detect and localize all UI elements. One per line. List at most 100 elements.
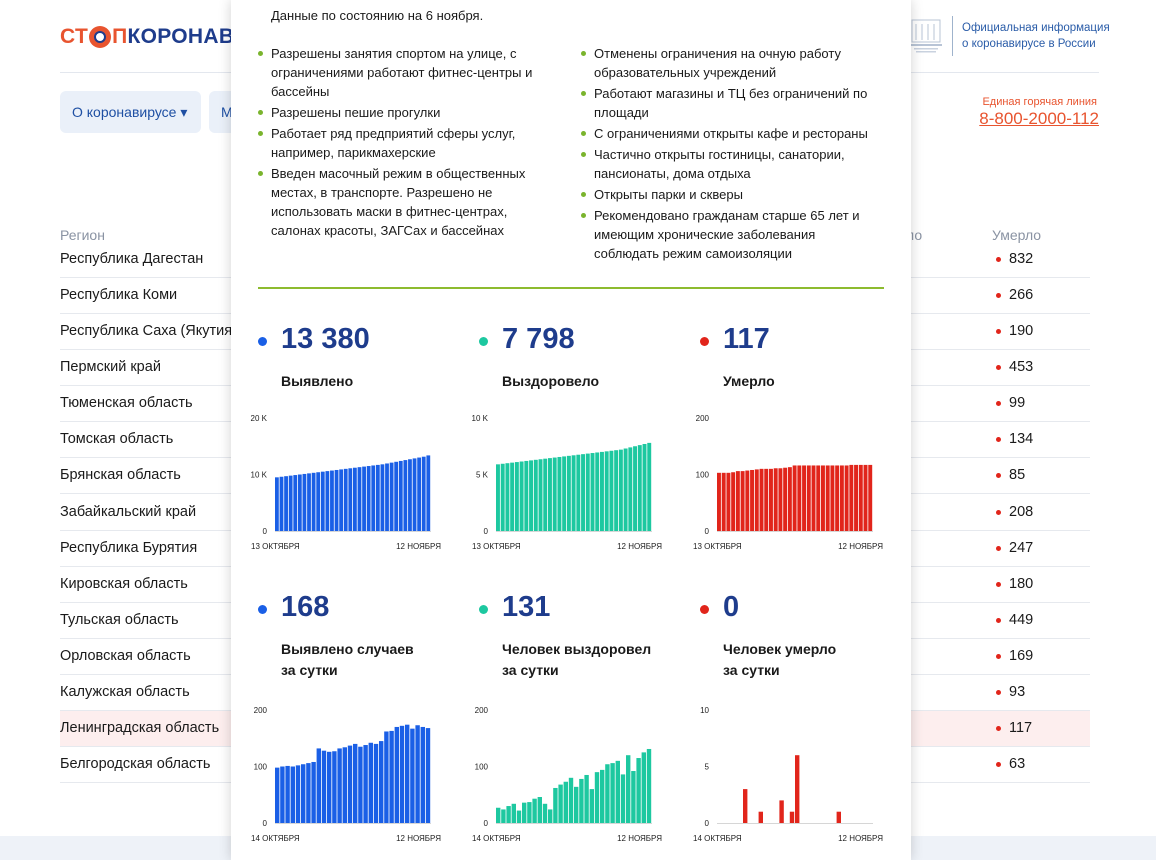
chart-bar xyxy=(371,465,376,531)
chart-bar xyxy=(604,451,609,531)
chart-bar xyxy=(726,472,731,532)
logo-text-part: СТ xyxy=(60,25,89,48)
nav-about-coronavirus[interactable]: О коронавирусе ▾ xyxy=(60,91,201,133)
chart-bar xyxy=(288,475,293,531)
official-info-link[interactable]: Официальная информация о коронавирусе в … xyxy=(962,20,1112,52)
chart-bar xyxy=(717,472,721,532)
stat-label: Выявлено xyxy=(281,371,471,392)
bar-chart: 200 100 0 14 ОКТЯБРЯ 12 НОЯБРЯ xyxy=(462,700,662,848)
chart-bar xyxy=(620,774,626,823)
x-start-label: 14 ОКТЯБРЯ xyxy=(693,834,742,843)
died-dot xyxy=(996,473,1001,478)
y-tick-label: 10 K xyxy=(251,471,268,480)
chart-bar xyxy=(527,802,532,823)
chart-bar xyxy=(332,751,337,823)
died-value: 453 xyxy=(1009,359,1034,375)
chart-bar xyxy=(353,467,357,531)
chart-bar xyxy=(626,755,631,823)
y-tick-label: 5 xyxy=(705,763,710,772)
chart-bar xyxy=(802,465,807,531)
chart-bar xyxy=(302,473,307,531)
government-building-icon xyxy=(910,19,942,53)
chart-bar xyxy=(311,761,316,823)
chart-bar xyxy=(275,767,280,823)
chart-bar xyxy=(735,471,740,531)
chart-bar xyxy=(783,467,788,531)
chart-bar xyxy=(425,728,431,823)
chart-bar xyxy=(552,457,557,531)
region-name: Тюменская область xyxy=(60,395,193,411)
chart-bar xyxy=(589,789,594,823)
measure-item: Рекомендовано гражданам старше 65 лет и … xyxy=(581,206,881,263)
died-value: 99 xyxy=(1009,395,1026,411)
died-value: 208 xyxy=(1009,504,1034,520)
chart-bar xyxy=(537,797,542,823)
stat-label-line: Выздоровело xyxy=(502,373,600,389)
y-tick-label: 0 xyxy=(263,527,268,536)
chart-bar xyxy=(408,459,412,531)
died-dot xyxy=(996,618,1001,623)
chart-bar xyxy=(290,766,295,823)
chart-bar xyxy=(311,472,316,532)
y-tick-label: 10 K xyxy=(472,414,489,423)
hotline-number-link[interactable]: 8-800-2000-112 xyxy=(979,109,1099,128)
measure-item: Разрешены пешие прогулки xyxy=(258,103,543,122)
stat-dot xyxy=(479,337,488,346)
region-name: Республика Дагестан xyxy=(60,251,204,267)
stat-label-line: Выявлено xyxy=(281,373,354,389)
region-name: Республика Саха (Якутия) xyxy=(60,323,237,339)
stat-value: 0 xyxy=(723,591,740,623)
measure-item: Открыты парки и скверы xyxy=(581,185,881,204)
chart-bar xyxy=(295,765,301,823)
chart-bar xyxy=(284,476,288,531)
chart-bar xyxy=(557,456,562,531)
chart-bar xyxy=(633,446,638,531)
region-name: Тульская область xyxy=(60,612,179,628)
y-tick-label: 100 xyxy=(475,763,489,772)
chart-bar xyxy=(795,755,800,823)
died-value: 134 xyxy=(1009,431,1034,447)
stat-label-line: Выявлено случаев xyxy=(281,641,414,657)
x-end-label: 12 НОЯБРЯ xyxy=(617,834,662,843)
y-tick-label: 10 xyxy=(700,706,709,715)
stat-value: 168 xyxy=(281,591,330,623)
chart-bar xyxy=(581,454,586,531)
site-logo[interactable]: СТ П КОРОНАВИ xyxy=(60,22,250,52)
chart-bar xyxy=(750,469,755,531)
chart-bar xyxy=(553,787,558,823)
chart-bar xyxy=(574,786,579,823)
chart-bar xyxy=(533,459,538,531)
chart-bar xyxy=(394,726,399,823)
chart-bar xyxy=(631,771,636,823)
chart-svg: 10 5 0 14 ОКТЯБРЯ 12 НОЯБРЯ xyxy=(693,706,883,843)
chart-bar xyxy=(301,764,306,823)
region-name: Белгородская область xyxy=(60,756,211,772)
chart-bar xyxy=(524,460,529,531)
died-dot xyxy=(996,654,1001,659)
stat-label: Человек выздоровел за сутки xyxy=(502,639,692,681)
stat-label-line: за сутки xyxy=(502,662,559,678)
died-dot xyxy=(996,329,1001,334)
stat-label-line: Человек выздоровел xyxy=(502,641,652,657)
chart-bar xyxy=(585,453,590,531)
x-end-label: 12 НОЯБРЯ xyxy=(838,834,883,843)
y-tick-label: 100 xyxy=(254,763,268,772)
chart-bar xyxy=(769,468,773,531)
chart-bar xyxy=(366,466,371,531)
chart-bar xyxy=(849,464,854,531)
stat-label: Выздоровело xyxy=(502,371,692,392)
chart-bar xyxy=(636,758,641,823)
chart-bar xyxy=(500,463,505,531)
y-tick-label: 0 xyxy=(705,527,710,536)
chart-bar xyxy=(773,468,778,531)
chart-bar xyxy=(353,743,358,823)
stat-value: 117 xyxy=(723,323,770,355)
stat-value: 131 xyxy=(502,591,551,623)
bar-chart: 10 5 0 14 ОКТЯБРЯ 12 НОЯБРЯ xyxy=(683,700,883,848)
chart-bar xyxy=(398,460,403,531)
official-info-line: Официальная информация xyxy=(962,22,1110,34)
chart-bar xyxy=(496,464,500,531)
measure-item: Введен масочный режим в общественных мес… xyxy=(258,164,543,240)
chart-bar xyxy=(357,467,362,531)
chart-bar xyxy=(605,764,610,823)
